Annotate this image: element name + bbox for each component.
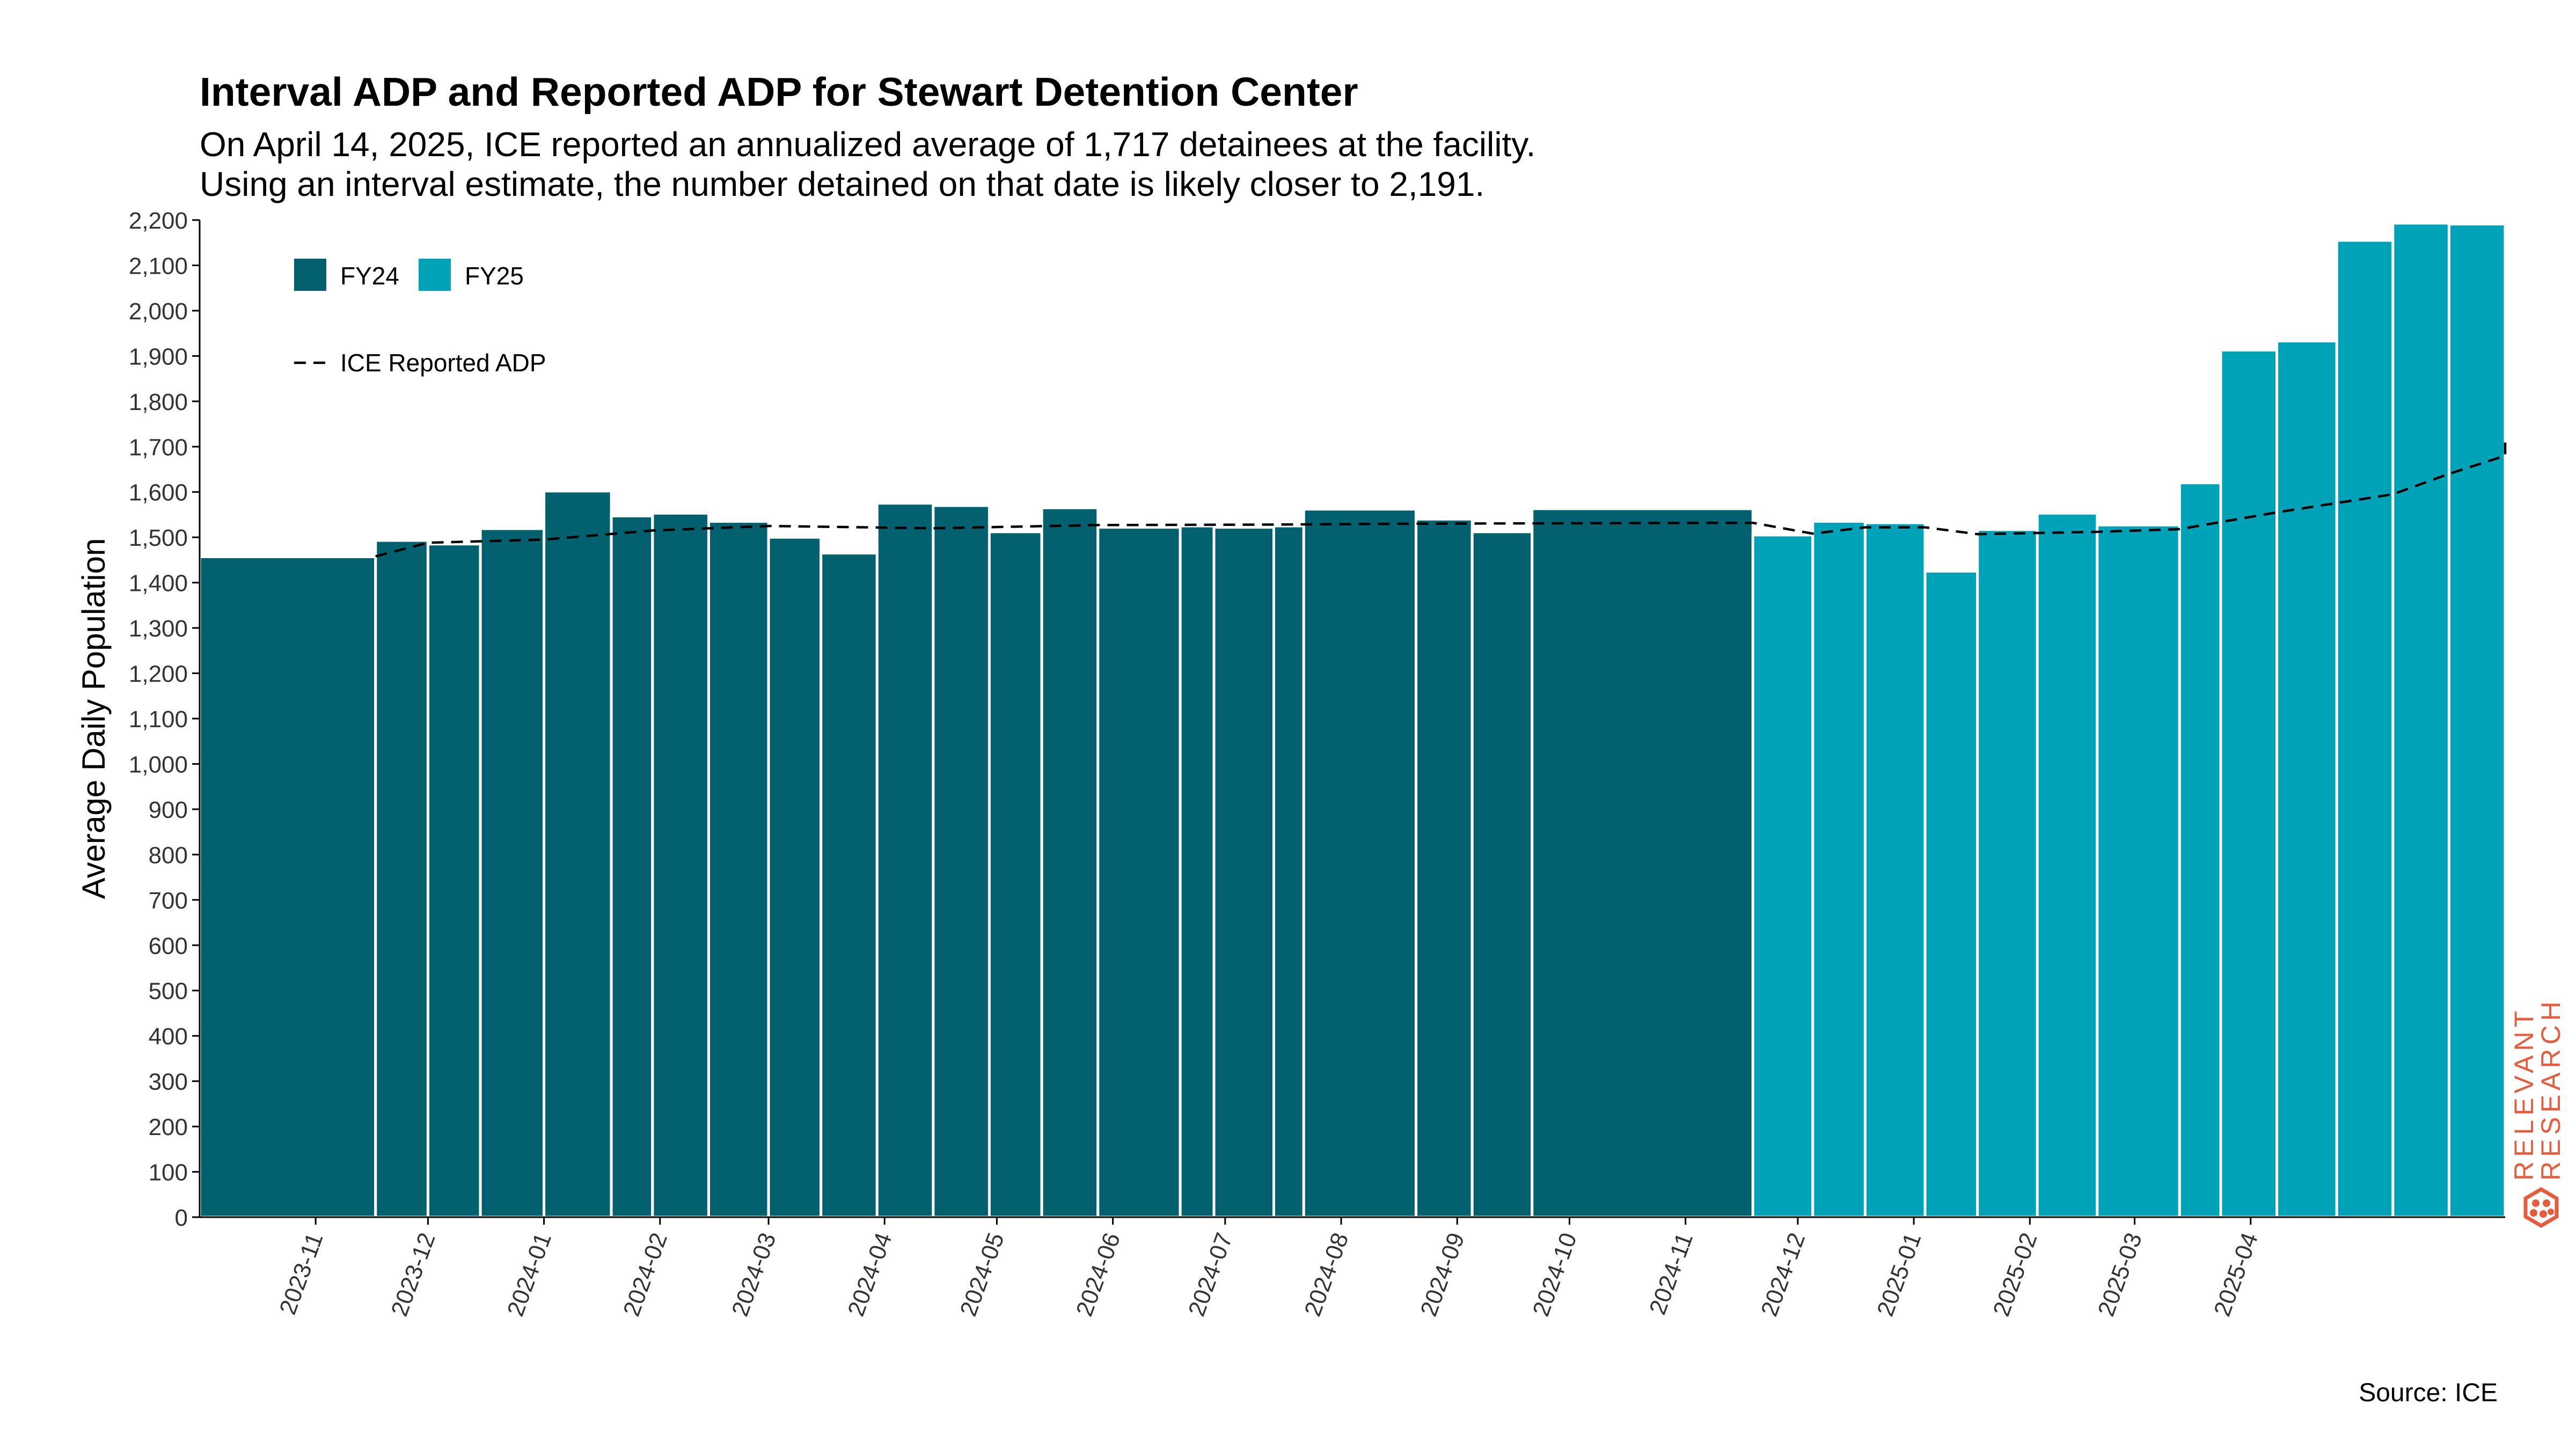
y-tick-label: 800 [149,842,188,868]
svg-text:RESEARCH: RESEARCH [2536,997,2566,1181]
y-tick-label: 700 [149,888,188,914]
legend-label-fy24: FY24 [340,262,399,290]
bar-fy25-24 [1863,521,1927,1219]
x-tick-label: 2024-07 [1183,1230,1238,1320]
y-tick-label: 400 [149,1023,188,1050]
y-tick-label: 900 [149,797,188,823]
bar-fy24-3 [479,527,546,1219]
y-tick-label: 2,100 [129,253,188,279]
bar-group [198,222,2507,1219]
bar-fy25-30 [2219,348,2279,1219]
x-tick-label: 2024-03 [727,1230,781,1320]
y-tick-label: 1,900 [129,343,188,370]
bar-fy24-15 [1179,524,1216,1219]
bar-fy25-23 [1811,520,1867,1219]
y-tick-label: 1,400 [129,570,188,597]
y-tick-label: 300 [149,1069,188,1095]
bar-fy25-32 [2335,239,2395,1219]
reported-adp-line [375,438,2507,558]
reported-adp-line-group [375,438,2507,558]
y-tick-label: 1,500 [129,525,188,551]
chart-subtitle-line-2: Using an interval estimate, the number d… [200,165,1485,203]
bar-fy25-26 [1976,528,2039,1219]
bar-fy25-29 [2178,481,2222,1219]
x-tick-label: 2023-12 [386,1230,441,1320]
bar-fy24-11 [932,504,991,1219]
legend-label-fy25: FY25 [465,262,524,290]
bar-fy24-5 [610,515,654,1219]
bar-fy24-21 [1531,507,1754,1219]
bar-fy25-27 [2036,511,2099,1219]
x-tick-label: 2025-01 [1872,1230,1926,1320]
bar-fy24-6 [651,511,711,1219]
legend-label-reported-adp: ICE Reported ADP [340,349,546,377]
svg-text:RELEVANT: RELEVANT [2512,1007,2539,1181]
bar-fy25-33 [2391,222,2450,1219]
bar-fy24-19 [1415,517,1474,1219]
bar-fy24-18 [1302,508,1418,1219]
x-tick-label: 2024-01 [502,1230,557,1320]
y-tick-label: 1,200 [129,661,188,687]
y-tick-label: 200 [149,1114,188,1140]
bar-fy24-9 [819,552,879,1219]
bar-fy24-17 [1272,524,1305,1219]
source-note: Source: ICE [2359,1379,2498,1407]
bar-fy25-22 [1751,533,1814,1219]
y-tick-label: 500 [149,978,188,1005]
bar-fy24-16 [1212,526,1276,1219]
y-tick-label: 100 [149,1160,188,1186]
x-tick-label: 2024-06 [1071,1230,1125,1320]
relevant-research-logo: RELEVANT RESEARCH [2512,997,2566,1228]
bar-fy24-8 [767,536,823,1219]
y-axis-label: Average Daily Population [76,538,112,899]
y-tick-label: 0 [175,1205,188,1231]
bar-fy25-34 [2447,223,2507,1219]
chart-subtitle-line-1: On April 14, 2025, ICE reported an annua… [200,125,1536,164]
bar-fy25-28 [2096,523,2181,1219]
x-tick-label: 2024-10 [1528,1230,1582,1320]
bar-fy25-31 [2275,340,2338,1219]
x-tick-label: 2024-11 [1644,1230,1698,1318]
bar-fy24-14 [1096,526,1182,1219]
x-tick-label: 2024-05 [955,1230,1009,1320]
bar-fy24-1 [374,539,429,1219]
y-tick-label: 1,100 [129,706,188,733]
bar-fy24-10 [875,502,935,1219]
y-tick-label: 600 [149,933,188,959]
bar-fy24-7 [707,520,770,1219]
x-tick-label: 2023-11 [274,1230,328,1318]
bar-fy24-4 [543,489,613,1219]
y-tick-label: 1,700 [129,434,188,460]
x-tick-label: 2024-04 [843,1230,897,1320]
bar-fy24-12 [988,530,1043,1219]
y-tick-label: 2,200 [129,208,188,234]
x-tick-label: 2024-09 [1415,1230,1469,1320]
legend-swatch-fy25 [419,259,451,291]
bar-fy24-13 [1040,506,1100,1219]
y-tick-label: 1,600 [129,480,188,506]
x-tick-label: 2024-02 [618,1230,672,1320]
x-tick-label: 2024-08 [1299,1230,1353,1320]
legend-swatch-fy24 [294,259,326,291]
x-tick-label: 2024-12 [1756,1230,1810,1320]
bar-fy24-20 [1470,530,1534,1219]
y-tick-label: 1,300 [129,616,188,642]
y-tick-label: 1,000 [129,751,188,778]
chart-title: Interval ADP and Reported ADP for Stewar… [200,69,1358,114]
y-tick-label: 1,800 [129,389,188,415]
bar-fy25-25 [1923,570,1979,1219]
axes-group: 0 100 200 300 400 500 600 700 800 900 1,000 1,100 1,… [76,208,2505,1320]
x-tick-label: 2025-04 [2209,1230,2263,1320]
x-tick-label: 2025-02 [1988,1230,2042,1320]
y-tick-label: 2,000 [129,298,188,325]
x-tick-label: 2025-03 [2093,1230,2147,1320]
bar-fy24-2 [426,543,482,1219]
legend: FY24 FY25 ICE Reported ADP [294,259,546,377]
bar-fy24-0 [198,555,377,1219]
